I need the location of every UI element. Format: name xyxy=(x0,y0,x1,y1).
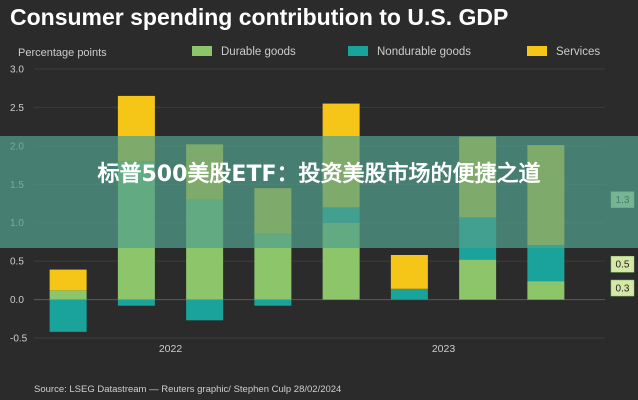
overlay-text: 标普500美股ETF：投资美股市场的便捷之道 xyxy=(97,162,541,187)
end-value-label: 0.5 xyxy=(616,260,630,271)
y-tick-label: -0.5 xyxy=(10,334,28,345)
bar-segment xyxy=(527,281,565,300)
source-note: Source: LSEG Datastream — Reuters graphi… xyxy=(34,384,342,395)
legend-label: Services xyxy=(556,46,600,58)
bar-segment xyxy=(186,299,224,321)
bar-segment xyxy=(254,299,292,306)
chart-title: Consumer spending contribution to U.S. G… xyxy=(10,4,509,30)
x-year-label: 2022 xyxy=(159,343,183,355)
bar-segment xyxy=(390,288,428,300)
bar-segment xyxy=(117,299,155,306)
overlay-banner: 标普500美股ETF：投资美股市场的便捷之道 xyxy=(0,136,638,248)
bar-segment xyxy=(49,299,87,332)
end-value-label: 0.3 xyxy=(616,284,630,295)
y-tick-label: 2.5 xyxy=(10,103,24,114)
legend-swatch xyxy=(192,46,212,56)
bar-segment xyxy=(49,269,87,291)
legend-label: Nondurable goods xyxy=(377,46,471,58)
bar-segment xyxy=(459,259,497,300)
bar-segment xyxy=(527,245,565,282)
y-tick-label: 0.0 xyxy=(10,295,24,306)
end-value-box xyxy=(610,279,635,297)
legend-swatch xyxy=(527,46,547,56)
x-year-label: 2023 xyxy=(432,343,456,355)
bar-segment xyxy=(49,290,87,300)
y-axis-label: Percentage points xyxy=(18,47,107,59)
y-tick-label: 0.5 xyxy=(10,257,24,268)
legend-swatch xyxy=(348,46,368,56)
bar-segment xyxy=(390,254,428,289)
legend-label: Durable goods xyxy=(221,46,296,58)
y-tick-label: 3.0 xyxy=(10,65,24,76)
end-value-box xyxy=(610,255,635,273)
